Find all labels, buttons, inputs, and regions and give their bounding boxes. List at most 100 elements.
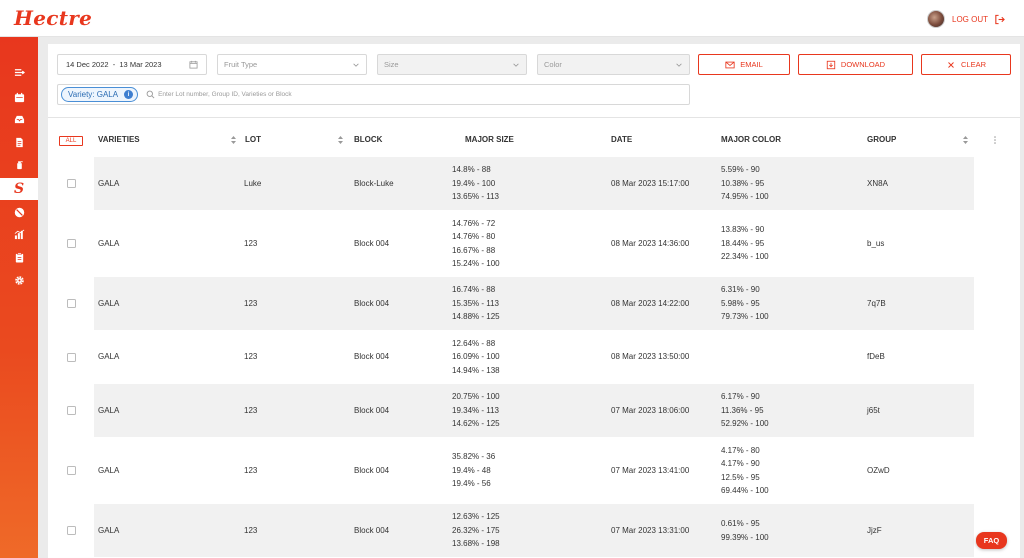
- table-row[interactable]: GALA 123 Block 004 14.76% - 72 14.76% - 80 16…: [48, 210, 1020, 277]
- column-header-block[interactable]: BLOCK: [354, 135, 383, 144]
- row-background: [94, 277, 974, 330]
- cell-major-size: 14.76% - 72: [452, 218, 496, 228]
- cell-variety: GALA: [98, 352, 120, 362]
- row-background: [94, 210, 974, 277]
- clipboard-icon: [15, 252, 23, 263]
- sort-icon[interactable]: [230, 135, 237, 145]
- column-header-major-color[interactable]: MAJOR COLOR: [721, 135, 781, 144]
- cell-major-color: 10.38% - 95: [721, 178, 765, 188]
- no-fruit-icon: [14, 207, 24, 217]
- sidebar-item-inbox[interactable]: [0, 110, 38, 128]
- select-all-button[interactable]: ALL: [59, 136, 83, 146]
- cell-lot: Luke: [244, 178, 262, 188]
- sidebar-item-blocked[interactable]: [0, 203, 38, 221]
- row-checkbox[interactable]: [67, 299, 76, 308]
- bar-chart-icon: [14, 229, 24, 239]
- fruit-type-select[interactable]: Fruit Type: [217, 54, 367, 75]
- row-checkbox[interactable]: [67, 466, 76, 475]
- row-checkbox[interactable]: [67, 179, 76, 188]
- row-checkbox[interactable]: [67, 526, 76, 535]
- fruit-type-placeholder: Fruit Type: [224, 60, 258, 69]
- cell-date: 07 Mar 2023 18:06:00: [611, 405, 690, 415]
- sidebar-item-clipboard[interactable]: [0, 248, 38, 266]
- cell-major-size: 16.67% - 88: [452, 245, 496, 255]
- chip-label: Variety: GALA: [68, 90, 119, 99]
- cell-group: 7q7B: [867, 298, 886, 308]
- cell-date: 08 Mar 2023 15:17:00: [611, 178, 690, 188]
- email-button[interactable]: EMAIL: [698, 54, 790, 75]
- cell-block: Block 004: [354, 238, 390, 248]
- cell-lot: 123: [244, 298, 258, 308]
- table-row[interactable]: GALA 123 Block 004 12.64% - 88 16.09% - 100 1…: [48, 330, 1020, 384]
- sidebar-item-reports[interactable]: [0, 225, 38, 243]
- cell-major-color: 0.61% - 95: [721, 519, 760, 528]
- cell-major-color: 74.95% - 100: [721, 192, 769, 202]
- user-avatar[interactable]: [927, 10, 945, 28]
- column-header-lot[interactable]: LOT: [245, 135, 261, 144]
- table-row[interactable]: GALA 123 Block 004 12.63% - 125 26.32% - 175…: [48, 504, 1020, 557]
- cell-major-color: 11.36% - 95: [721, 405, 764, 415]
- table-row[interactable]: GALA 123 Block 004 20.75% - 100 19.34% - 113…: [48, 384, 1020, 437]
- cell-major-color-list: 4.17% - 80 4.17% - 90 12.5% - 95 69.44% - 1…: [721, 444, 769, 498]
- clear-button[interactable]: CLEAR: [921, 54, 1011, 75]
- column-header-varieties[interactable]: VARIETIES: [98, 135, 140, 144]
- cell-group: XN8A: [867, 178, 888, 188]
- sidebar-toggle[interactable]: [0, 63, 38, 81]
- download-button[interactable]: DOWNLOAD: [798, 54, 913, 75]
- info-icon[interactable]: i: [124, 90, 134, 99]
- sidebar-item-settings[interactable]: [0, 271, 38, 289]
- cell-group: OZwD: [867, 465, 890, 475]
- cell-major-color: 69.44% - 100: [721, 486, 769, 495]
- sidebar-item-calendar[interactable]: [0, 88, 38, 106]
- brand-logo[interactable]: Hectre: [14, 6, 93, 30]
- row-checkbox[interactable]: [67, 239, 76, 248]
- sidebar-item-sizing[interactable]: S: [0, 178, 38, 200]
- color-select[interactable]: Color: [537, 54, 690, 75]
- cell-major-size: 12.63% - 125: [452, 512, 500, 522]
- cell-variety: GALA: [98, 298, 120, 308]
- date-range-text: 14 Dec 2022 - 13 Mar 2023: [66, 60, 162, 69]
- cell-major-size-list: 20.75% - 100 19.34% - 113 14.62% - 125: [452, 390, 500, 431]
- variety-filter-chip[interactable]: Variety: GALA i: [61, 87, 139, 102]
- cell-major-size: 14.76% - 80: [452, 232, 496, 241]
- row-checkbox[interactable]: [67, 406, 76, 415]
- cell-date: 08 Mar 2023 14:36:00: [611, 238, 690, 248]
- faq-button[interactable]: FAQ: [976, 532, 1007, 549]
- color-placeholder: Color: [544, 60, 562, 69]
- cell-variety: GALA: [98, 525, 120, 535]
- sidebar-item-documents[interactable]: [0, 133, 38, 151]
- cell-major-color: 12.5% - 95: [721, 472, 760, 482]
- cell-major-color: 5.59% - 90: [721, 165, 760, 175]
- sort-icon[interactable]: [962, 135, 969, 145]
- column-header-group[interactable]: GROUP: [867, 135, 897, 144]
- cell-block: Block 004: [354, 465, 390, 475]
- search-input[interactable]: [158, 91, 599, 98]
- more-options-icon[interactable]: [993, 135, 997, 145]
- cell-date: 08 Mar 2023 14:22:00: [611, 298, 690, 308]
- cell-major-size-list: 12.63% - 125 26.32% - 175 13.68% - 198: [452, 510, 500, 551]
- table-header: ALL VARIETIES LOT BLOCK MAJOR SIZE DATE …: [48, 130, 1020, 152]
- sidebar-item-spray[interactable]: [0, 155, 38, 173]
- logout-button[interactable]: LOG OUT: [952, 14, 1005, 25]
- search-field[interactable]: Variety: GALA i: [57, 84, 690, 105]
- cell-block: Block 004: [354, 525, 390, 535]
- cell-group: JjzF: [867, 525, 882, 535]
- column-header-major-size[interactable]: MAJOR SIZE: [465, 135, 514, 144]
- table-row[interactable]: GALA Luke Block-Luke 14.8% - 88 19.4% - 100 1…: [48, 157, 1020, 210]
- table-row[interactable]: GALA 123 Block 004 16.74% - 88 15.35% - 113 1…: [48, 277, 1020, 330]
- cell-major-color-list: 5.59% - 90 10.38% - 95 74.95% - 100: [721, 163, 769, 204]
- column-header-date[interactable]: DATE: [611, 135, 633, 144]
- cell-group: b_us: [867, 238, 885, 248]
- cell-major-size: 13.68% - 198: [452, 539, 500, 549]
- sort-icon[interactable]: [337, 135, 344, 145]
- cell-major-size: 20.75% - 100: [452, 392, 500, 402]
- main-content: 14 Dec 2022 - 13 Mar 2023 Fruit Type Siz…: [48, 44, 1020, 558]
- table-row[interactable]: GALA 123 Block 004 35.82% - 36 19.4% - 48 19.…: [48, 437, 1020, 504]
- size-select[interactable]: Size: [377, 54, 527, 75]
- gear-icon: [14, 275, 24, 285]
- size-placeholder: Size: [384, 60, 399, 69]
- date-range-picker[interactable]: 14 Dec 2022 - 13 Mar 2023: [57, 54, 207, 75]
- row-checkbox[interactable]: [67, 352, 76, 362]
- row-background: [94, 504, 974, 557]
- menu-expand-icon: [14, 68, 25, 76]
